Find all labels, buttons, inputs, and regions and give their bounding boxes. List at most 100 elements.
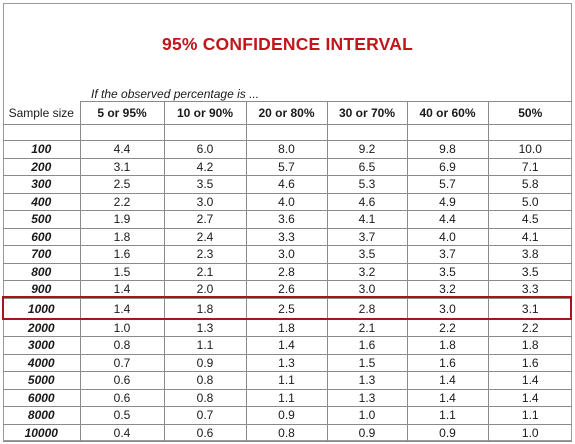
interval-value-cell: 6.0: [164, 140, 247, 159]
interval-value-cell: 3.0: [407, 298, 489, 320]
interval-value-cell: 1.6: [488, 354, 572, 372]
interval-value-cell: 0.8: [164, 371, 247, 390]
table-row: 500 1.9 2.7 3.6 4.1 4.4 4.5: [3, 210, 572, 229]
interval-value-cell: 3.0: [246, 245, 328, 264]
interval-value-cell: 2.6: [246, 280, 328, 299]
interval-value-cell: 4.5: [488, 210, 572, 229]
page-title: 95% CONFIDENCE INTERVAL: [162, 34, 413, 54]
interval-value-cell: 1.3: [246, 354, 328, 372]
interval-value-cell: 0.7: [164, 406, 247, 425]
table-row: 6000 0.6 0.8 1.1 1.3 1.4 1.4: [3, 389, 572, 407]
interval-value-cell: 2.0: [164, 280, 247, 299]
interval-value-cell: 1.8: [246, 319, 328, 337]
interval-value-cell: 3.5: [327, 245, 408, 264]
interval-value-cell: 0.8: [80, 336, 165, 355]
interval-value-cell: 0.9: [407, 424, 489, 442]
interval-value-cell: 0.9: [164, 354, 247, 372]
table-row: 8000 0.5 0.7 0.9 1.0 1.1 1.1: [3, 406, 572, 425]
interval-value-cell: 1.4: [80, 298, 165, 320]
interval-value-cell: 5.7: [407, 175, 489, 194]
interval-value-cell: 2.7: [164, 210, 247, 229]
interval-value-cell: 0.6: [164, 424, 247, 442]
interval-value-cell: 5.7: [246, 158, 328, 176]
interval-value-cell: 2.5: [246, 298, 328, 320]
interval-value-cell: 4.4: [80, 140, 165, 159]
interval-value-cell: 3.7: [407, 245, 489, 264]
interval-value-cell: 2.5: [80, 175, 165, 194]
interval-value-cell: 1.8: [164, 298, 247, 320]
table-row: 900 1.4 2.0 2.6 3.0 3.2 3.3: [3, 280, 572, 299]
sample-size-cell: 3000: [3, 336, 81, 355]
table-row: 800 1.5 2.1 2.8 3.2 3.5 3.5: [3, 263, 572, 281]
interval-value-cell: 4.6: [327, 193, 408, 211]
interval-value-cell: 1.4: [407, 371, 489, 390]
interval-value-cell: 0.7: [80, 354, 165, 372]
table-header-row: Sample size 5 or 95% 10 or 90% 20 or 80%…: [3, 101, 572, 125]
interval-value-cell: 9.8: [407, 140, 489, 159]
interval-value-cell: 6.9: [407, 158, 489, 176]
interval-value-cell: 1.6: [407, 354, 489, 372]
sample-size-cell: 100: [3, 140, 81, 159]
column-header: 30 or 70%: [327, 101, 408, 125]
table-row: 5000 0.6 0.8 1.1 1.3 1.4 1.4: [3, 371, 572, 390]
sample-size-cell: 8000: [3, 406, 81, 425]
interval-value-cell: 1.1: [246, 371, 328, 390]
interval-value-cell: 1.3: [164, 319, 247, 337]
column-header: 10 or 90%: [164, 101, 247, 125]
sample-size-cell: 300: [3, 175, 81, 194]
interval-value-cell: 0.6: [80, 371, 165, 390]
interval-value-cell: 5.0: [488, 193, 572, 211]
interval-value-cell: 1.9: [80, 210, 165, 229]
interval-value-cell: 1.0: [327, 406, 408, 425]
interval-value-cell: 5.3: [327, 175, 408, 194]
interval-value-cell: 2.2: [407, 319, 489, 337]
interval-value-cell: 3.0: [327, 280, 408, 299]
interval-value-cell: 7.1: [488, 158, 572, 176]
spacer-row: [3, 124, 572, 141]
interval-value-cell: 3.3: [246, 228, 328, 246]
sample-size-cell: 6000: [3, 389, 81, 407]
interval-value-cell: 1.4: [246, 336, 328, 355]
interval-value-cell: 9.2: [327, 140, 408, 159]
interval-value-cell: 1.0: [488, 424, 572, 442]
sample-size-cell: 400: [3, 193, 81, 211]
table-row: 10000 0.4 0.6 0.8 0.9 0.9 1.0: [3, 424, 572, 442]
column-header: 50%: [488, 101, 572, 125]
interval-value-cell: 6.5: [327, 158, 408, 176]
table-row: 200 3.1 4.2 5.7 6.5 6.9 7.1: [3, 158, 572, 176]
interval-value-cell: 2.2: [80, 193, 165, 211]
interval-value-cell: 3.2: [407, 280, 489, 299]
interval-value-cell: 2.4: [164, 228, 247, 246]
table-row: 2000 1.0 1.3 1.8 2.1 2.2 2.2: [3, 319, 572, 337]
sample-size-cell: 700: [3, 245, 81, 264]
interval-value-cell: 1.4: [488, 371, 572, 390]
interval-value-cell: 2.3: [164, 245, 247, 264]
interval-value-cell: 3.8: [488, 245, 572, 264]
interval-value-cell: 0.8: [164, 389, 247, 407]
interval-value-cell: 3.3: [488, 280, 572, 299]
sample-size-cell: 600: [3, 228, 81, 246]
interval-value-cell: 1.0: [80, 319, 165, 337]
interval-value-cell: 5.8: [488, 175, 572, 194]
interval-value-cell: 1.4: [407, 389, 489, 407]
interval-value-cell: 1.1: [488, 406, 572, 425]
interval-value-cell: 1.1: [246, 389, 328, 407]
interval-value-cell: 4.6: [246, 175, 328, 194]
interval-value-cell: 3.5: [407, 263, 489, 281]
table-row: 4000 0.7 0.9 1.3 1.5 1.6 1.6: [3, 354, 572, 372]
interval-value-cell: 2.8: [327, 298, 408, 320]
interval-value-cell: 4.0: [407, 228, 489, 246]
sample-size-cell: 2000: [3, 319, 81, 337]
interval-value-cell: 1.3: [327, 389, 408, 407]
interval-value-cell: 0.6: [80, 389, 165, 407]
interval-value-cell: 3.0: [164, 193, 247, 211]
table-row: 100 4.4 6.0 8.0 9.2 9.8 10.0: [3, 140, 572, 159]
interval-value-cell: 1.1: [407, 406, 489, 425]
sample-size-cell: 200: [3, 158, 81, 176]
sample-size-cell: 1000: [3, 298, 81, 320]
interval-value-cell: 0.5: [80, 406, 165, 425]
sample-size-cell: 500: [3, 210, 81, 229]
table-row: 400 2.2 3.0 4.0 4.6 4.9 5.0: [3, 193, 572, 211]
interval-value-cell: 3.1: [488, 298, 572, 320]
interval-value-cell: 0.9: [327, 424, 408, 442]
